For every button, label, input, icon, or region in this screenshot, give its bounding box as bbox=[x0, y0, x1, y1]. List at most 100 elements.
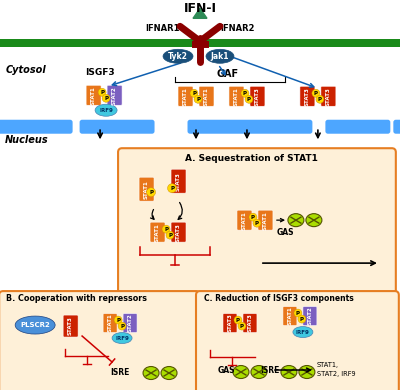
Text: P: P bbox=[243, 91, 247, 96]
Text: PLSCR2: PLSCR2 bbox=[20, 322, 50, 328]
Text: P: P bbox=[120, 324, 124, 328]
Circle shape bbox=[234, 316, 242, 324]
FancyBboxPatch shape bbox=[171, 169, 186, 193]
Text: Cytosol: Cytosol bbox=[5, 65, 46, 75]
Circle shape bbox=[253, 219, 261, 227]
FancyBboxPatch shape bbox=[325, 120, 390, 134]
Text: STAT2, IRF9: STAT2, IRF9 bbox=[317, 371, 356, 377]
FancyBboxPatch shape bbox=[229, 86, 244, 106]
Text: STAT1: STAT1 bbox=[108, 314, 112, 332]
Ellipse shape bbox=[251, 365, 267, 379]
FancyBboxPatch shape bbox=[300, 86, 315, 106]
Ellipse shape bbox=[306, 214, 322, 227]
Ellipse shape bbox=[161, 367, 177, 379]
Circle shape bbox=[316, 95, 324, 103]
Ellipse shape bbox=[293, 326, 313, 338]
Circle shape bbox=[245, 95, 253, 103]
Text: GAF: GAF bbox=[217, 69, 239, 79]
FancyBboxPatch shape bbox=[0, 39, 400, 47]
Text: STAT2: STAT2 bbox=[112, 86, 117, 105]
Circle shape bbox=[168, 184, 176, 193]
Text: P: P bbox=[100, 90, 104, 95]
Circle shape bbox=[118, 322, 126, 330]
Text: Jak1: Jak1 bbox=[211, 52, 229, 61]
Text: ISRE: ISRE bbox=[110, 367, 130, 376]
Text: GAS: GAS bbox=[276, 228, 294, 237]
Text: P: P bbox=[251, 215, 255, 220]
Text: STAT3: STAT3 bbox=[326, 87, 331, 106]
Circle shape bbox=[162, 225, 170, 233]
Text: STAT1,: STAT1, bbox=[317, 362, 339, 368]
FancyBboxPatch shape bbox=[123, 314, 137, 333]
Text: P: P bbox=[300, 317, 304, 322]
Text: P: P bbox=[116, 317, 120, 323]
Text: P: P bbox=[240, 324, 244, 328]
FancyBboxPatch shape bbox=[118, 148, 396, 294]
FancyBboxPatch shape bbox=[178, 86, 193, 106]
Circle shape bbox=[238, 322, 246, 330]
FancyBboxPatch shape bbox=[150, 222, 165, 242]
FancyBboxPatch shape bbox=[250, 86, 265, 106]
Text: STAT1: STAT1 bbox=[144, 180, 149, 199]
Text: STAT3: STAT3 bbox=[228, 314, 232, 333]
Text: Tyk2: Tyk2 bbox=[168, 52, 188, 61]
FancyBboxPatch shape bbox=[223, 314, 237, 333]
Text: IFNAR1: IFNAR1 bbox=[145, 24, 179, 33]
FancyBboxPatch shape bbox=[0, 291, 200, 390]
Ellipse shape bbox=[299, 365, 315, 379]
Text: P: P bbox=[296, 310, 300, 316]
FancyBboxPatch shape bbox=[199, 86, 214, 106]
Text: P: P bbox=[314, 91, 318, 96]
Text: STAT3: STAT3 bbox=[305, 87, 310, 106]
Ellipse shape bbox=[163, 49, 193, 63]
Text: STAT3: STAT3 bbox=[248, 314, 252, 333]
Ellipse shape bbox=[281, 365, 297, 379]
FancyBboxPatch shape bbox=[80, 120, 154, 134]
Circle shape bbox=[146, 188, 156, 197]
FancyBboxPatch shape bbox=[103, 314, 117, 333]
FancyBboxPatch shape bbox=[237, 210, 252, 230]
Text: STAT1: STAT1 bbox=[155, 223, 160, 241]
Text: STAT1: STAT1 bbox=[288, 307, 292, 325]
Circle shape bbox=[194, 95, 202, 103]
Circle shape bbox=[312, 89, 320, 97]
Ellipse shape bbox=[112, 333, 132, 344]
Text: STAT3: STAT3 bbox=[68, 317, 73, 335]
Text: STAT2: STAT2 bbox=[128, 314, 132, 332]
Circle shape bbox=[190, 89, 198, 97]
Text: P: P bbox=[318, 97, 322, 102]
Circle shape bbox=[294, 309, 302, 317]
Text: P: P bbox=[196, 97, 200, 102]
Circle shape bbox=[298, 315, 306, 323]
Circle shape bbox=[102, 94, 110, 102]
Text: P: P bbox=[192, 91, 196, 96]
Circle shape bbox=[241, 89, 249, 97]
FancyBboxPatch shape bbox=[0, 120, 73, 134]
Text: STAT1: STAT1 bbox=[242, 211, 247, 230]
FancyBboxPatch shape bbox=[139, 177, 154, 201]
Text: P: P bbox=[149, 190, 153, 195]
FancyBboxPatch shape bbox=[63, 315, 78, 337]
Text: STAT1: STAT1 bbox=[183, 87, 188, 106]
Text: IRF9: IRF9 bbox=[296, 330, 310, 335]
Text: IRF9: IRF9 bbox=[115, 335, 129, 340]
Text: STAT3: STAT3 bbox=[255, 87, 260, 106]
Text: P: P bbox=[164, 227, 168, 232]
Text: ISRE: ISRE bbox=[260, 365, 280, 374]
Ellipse shape bbox=[95, 104, 117, 116]
Ellipse shape bbox=[143, 367, 159, 379]
Ellipse shape bbox=[288, 214, 304, 227]
Circle shape bbox=[166, 231, 174, 239]
Text: STAT1: STAT1 bbox=[263, 211, 268, 230]
FancyBboxPatch shape bbox=[283, 307, 297, 326]
Text: STAT2: STAT2 bbox=[308, 307, 312, 325]
Text: Nucleus: Nucleus bbox=[5, 135, 49, 145]
Text: ISGF3: ISGF3 bbox=[85, 68, 115, 77]
FancyBboxPatch shape bbox=[321, 86, 336, 106]
Text: C. Reduction of ISGF3 components: C. Reduction of ISGF3 components bbox=[204, 294, 354, 303]
Ellipse shape bbox=[233, 365, 249, 379]
Circle shape bbox=[114, 316, 122, 324]
Text: IFNAR2: IFNAR2 bbox=[221, 24, 255, 33]
Text: P: P bbox=[168, 233, 172, 238]
FancyBboxPatch shape bbox=[258, 210, 273, 230]
